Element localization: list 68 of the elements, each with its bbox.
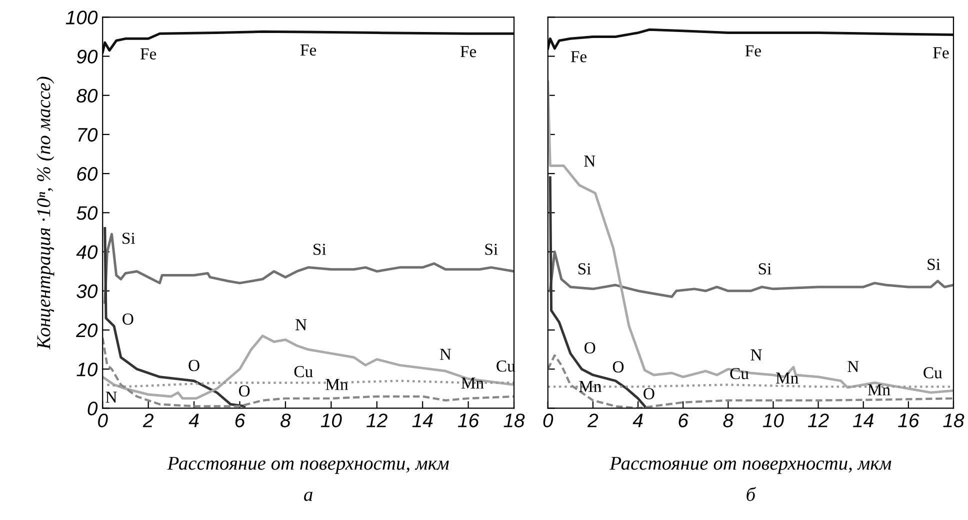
annotation: N xyxy=(440,348,452,360)
x-tick-label: 2 xyxy=(587,414,598,428)
annotation: Si xyxy=(928,258,940,270)
y-tick-label: 30 xyxy=(76,284,98,298)
y-tick-label: 40 xyxy=(76,245,98,260)
annotation: Fe xyxy=(140,48,156,60)
annotation: O xyxy=(238,385,250,397)
annotation: N xyxy=(584,156,596,167)
y-tick-label: 50 xyxy=(76,206,98,220)
annotation: O xyxy=(188,360,200,372)
x-tick-label: 4 xyxy=(188,414,199,428)
annotation: Si xyxy=(758,263,772,274)
x-tick-label: 18 xyxy=(943,414,964,428)
annotation: Fe xyxy=(933,47,949,58)
annotation: Fe xyxy=(570,51,587,62)
y-tick-label: 90 xyxy=(76,50,98,64)
x-axis-title: Расстояние от поверхности, мкм xyxy=(610,456,892,474)
text: б xyxy=(746,486,756,502)
annotation: O xyxy=(122,313,134,325)
annotation: Mn xyxy=(326,379,348,390)
annotation: Fe xyxy=(745,45,761,56)
x-tick-label: 12 xyxy=(366,414,388,428)
y-tick-label: 60 xyxy=(77,167,98,181)
y-tick-label: 70 xyxy=(78,128,98,142)
x-axis-title: Расстояние от поверхности, мкм xyxy=(167,456,449,474)
y-tick-label: 100 xyxy=(66,10,98,24)
annotation: Si xyxy=(122,232,136,244)
x-tick-label: 8 xyxy=(723,414,734,428)
x-tick-label: 18 xyxy=(504,414,525,428)
x-tick-label: 16 xyxy=(458,414,480,428)
annotation: Mn xyxy=(579,380,602,392)
y-tick-label: 10 xyxy=(76,362,98,376)
x-tick-label: 10 xyxy=(762,414,784,428)
x-tick-label: 2 xyxy=(142,414,154,428)
annotation: N xyxy=(848,361,859,372)
annotation: Si xyxy=(578,263,591,274)
x-tick-label: 16 xyxy=(898,414,920,428)
annotation: Fe xyxy=(460,46,476,58)
annotation: Fe xyxy=(300,44,316,56)
y-tick-label: 20 xyxy=(76,323,98,338)
x-tick-label: 6 xyxy=(678,414,688,428)
x-tick-label: 0 xyxy=(543,414,554,428)
annotation: Mn xyxy=(461,378,484,389)
y-tick-label: 80 xyxy=(76,88,98,103)
annotation: O xyxy=(612,361,624,372)
x-tick-label: 4 xyxy=(632,414,643,428)
annotation: Mn xyxy=(868,384,890,396)
text: а xyxy=(304,492,312,502)
annotation: Si xyxy=(485,244,498,255)
y-axis-title: Концентрация ·10ⁿ, % (по массе) xyxy=(36,76,54,350)
annotation: Mn xyxy=(776,372,798,384)
x-tick-label: 6 xyxy=(235,414,246,428)
annotation: Si xyxy=(314,244,326,255)
x-tick-label: 12 xyxy=(808,414,829,428)
x-tick-label: 0 xyxy=(98,414,108,428)
annotation: N xyxy=(106,392,117,403)
x-tick-label: 14 xyxy=(412,414,433,428)
x-tick-label: 8 xyxy=(280,414,291,428)
x-tick-label: 14 xyxy=(853,414,874,428)
annotation: N xyxy=(296,319,307,330)
annotation: O xyxy=(584,342,596,354)
annotation: Cu xyxy=(294,366,313,378)
annotation: O xyxy=(644,388,654,400)
y-tick-label: 0 xyxy=(88,402,98,416)
x-tick-label: 10 xyxy=(320,414,342,428)
annotation: N xyxy=(750,349,762,360)
annotation: Cu xyxy=(730,368,749,380)
annotation: Cu xyxy=(924,367,942,378)
